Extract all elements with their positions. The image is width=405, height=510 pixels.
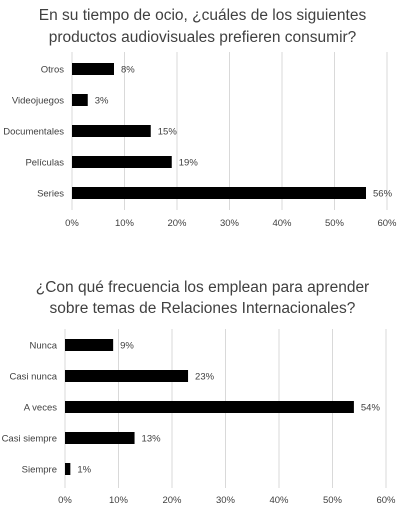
chart-1-bar bbox=[72, 125, 151, 137]
chart-1-tick-label: 30% bbox=[220, 218, 240, 229]
chart-2-tick-label: 60% bbox=[376, 495, 396, 506]
chart-2-tick-label: 50% bbox=[323, 495, 343, 506]
chart-1-tick-label: 10% bbox=[115, 218, 135, 229]
chart-1-bar bbox=[72, 63, 114, 75]
chart-2-bar bbox=[65, 401, 354, 413]
chart-1-bar bbox=[72, 94, 88, 106]
chart-1-bar bbox=[72, 187, 366, 199]
chart-1-tick-label: 40% bbox=[272, 218, 292, 229]
chart-2-bar bbox=[65, 370, 189, 382]
chart-1-title-line-1: En su tiempo de ocio, ¿cuáles de los sig… bbox=[39, 7, 367, 24]
chart-2-category-label: A veces bbox=[24, 403, 58, 414]
chart-2-tick-label: 10% bbox=[109, 495, 129, 506]
chart-2-bar bbox=[65, 339, 114, 351]
chart-2-data-label: 9% bbox=[120, 341, 134, 352]
chart-1-data-label: 56% bbox=[373, 189, 393, 200]
chart-1-bar bbox=[72, 156, 172, 168]
chart-2-tick-label: 20% bbox=[162, 495, 182, 506]
chart-1-data-label: 8% bbox=[121, 65, 135, 76]
chart-1-tick-label: 20% bbox=[167, 218, 187, 229]
chart-1-data-label: 19% bbox=[179, 158, 199, 169]
chart-2-title-line-2: sobre temas de Relaciones Internacionale… bbox=[50, 300, 356, 317]
chart-2-bar bbox=[65, 432, 135, 444]
chart-2-data-label: 13% bbox=[142, 434, 162, 445]
chart-2-category-label: Casi siempre bbox=[2, 434, 57, 445]
chart-1-tick-label: 60% bbox=[377, 218, 397, 229]
chart-2-category-label: Siempre bbox=[22, 465, 57, 476]
chart-2-data-label: 54% bbox=[361, 403, 381, 414]
chart-1-category-label: Otros bbox=[41, 65, 64, 76]
chart-1-category-label: Películas bbox=[25, 158, 64, 169]
chart-1-data-label: 3% bbox=[95, 96, 109, 107]
chart-1-category-label: Series bbox=[37, 189, 64, 200]
chart-1-title-line-2: productos audiovisuales prefieren consum… bbox=[49, 29, 357, 46]
chart-1-tick-label: 0% bbox=[65, 218, 79, 229]
chart-2-data-label: 23% bbox=[195, 372, 215, 383]
chart-2-bar bbox=[65, 463, 71, 475]
chart-2-tick-label: 30% bbox=[216, 495, 236, 506]
chart-2-category-label: Nunca bbox=[30, 341, 58, 352]
chart-1-category-label: Videojuegos bbox=[12, 96, 64, 107]
chart-2-data-label: 1% bbox=[77, 465, 91, 476]
chart-2-title-line-1: ¿Con qué frecuencia los emplean para apr… bbox=[36, 279, 369, 296]
chart-2-tick-label: 40% bbox=[269, 495, 289, 506]
chart-1-data-label: 15% bbox=[158, 127, 178, 138]
chart-2-category-label: Casi nunca bbox=[9, 372, 57, 383]
chart-1-tick-label: 50% bbox=[325, 218, 345, 229]
chart-2-tick-label: 0% bbox=[58, 495, 72, 506]
chart-1-category-label: Documentales bbox=[3, 127, 64, 138]
